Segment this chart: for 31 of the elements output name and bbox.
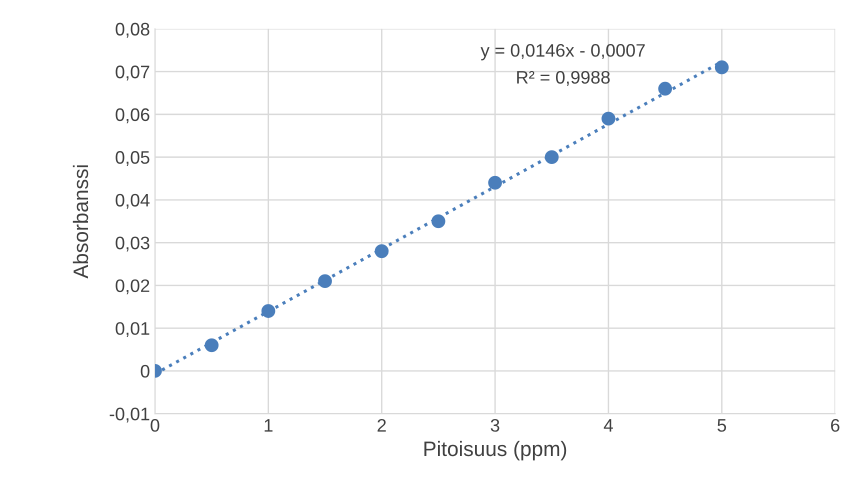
x-tick-label: 1 — [264, 419, 272, 432]
x-axis-title: Pitoisuus (ppm) — [424, 440, 566, 460]
point — [431, 214, 446, 228]
x-tick-label: 3 — [490, 419, 500, 432]
y-tick-label: 0,01 — [116, 322, 150, 337]
y-tick-label: 0,03 — [116, 236, 150, 252]
annotation: y = 0,0146x - 0,0007 — [480, 44, 645, 60]
annotation: R² = 0,9988 — [517, 70, 610, 86]
point — [374, 244, 389, 258]
point — [602, 112, 616, 126]
point — [318, 274, 332, 288]
y-tick-label: 0,06 — [116, 108, 150, 124]
x-tick-label: 5 — [718, 419, 726, 432]
point — [658, 82, 672, 96]
point — [261, 304, 276, 318]
point — [488, 176, 502, 190]
y-tick-label: 0,04 — [116, 194, 150, 209]
y-axis-title: Absorbanssi — [72, 165, 88, 279]
point — [544, 150, 559, 164]
x-tick-label: 6 — [831, 419, 840, 432]
x-tick-label: 2 — [378, 419, 386, 432]
y-tick-label: 0 — [140, 364, 150, 378]
y-tick-label: 0,07 — [116, 66, 150, 80]
y-tick-label: 0,05 — [116, 151, 150, 166]
x-tick-label: 0 — [150, 419, 160, 432]
y-tick-label: -0,01 — [110, 408, 150, 423]
y-tick-label: 0,02 — [116, 279, 150, 294]
point — [204, 338, 219, 352]
point — [714, 60, 729, 74]
x-tick-label: 4 — [604, 419, 613, 432]
y-tick-label: 0,08 — [116, 22, 150, 38]
